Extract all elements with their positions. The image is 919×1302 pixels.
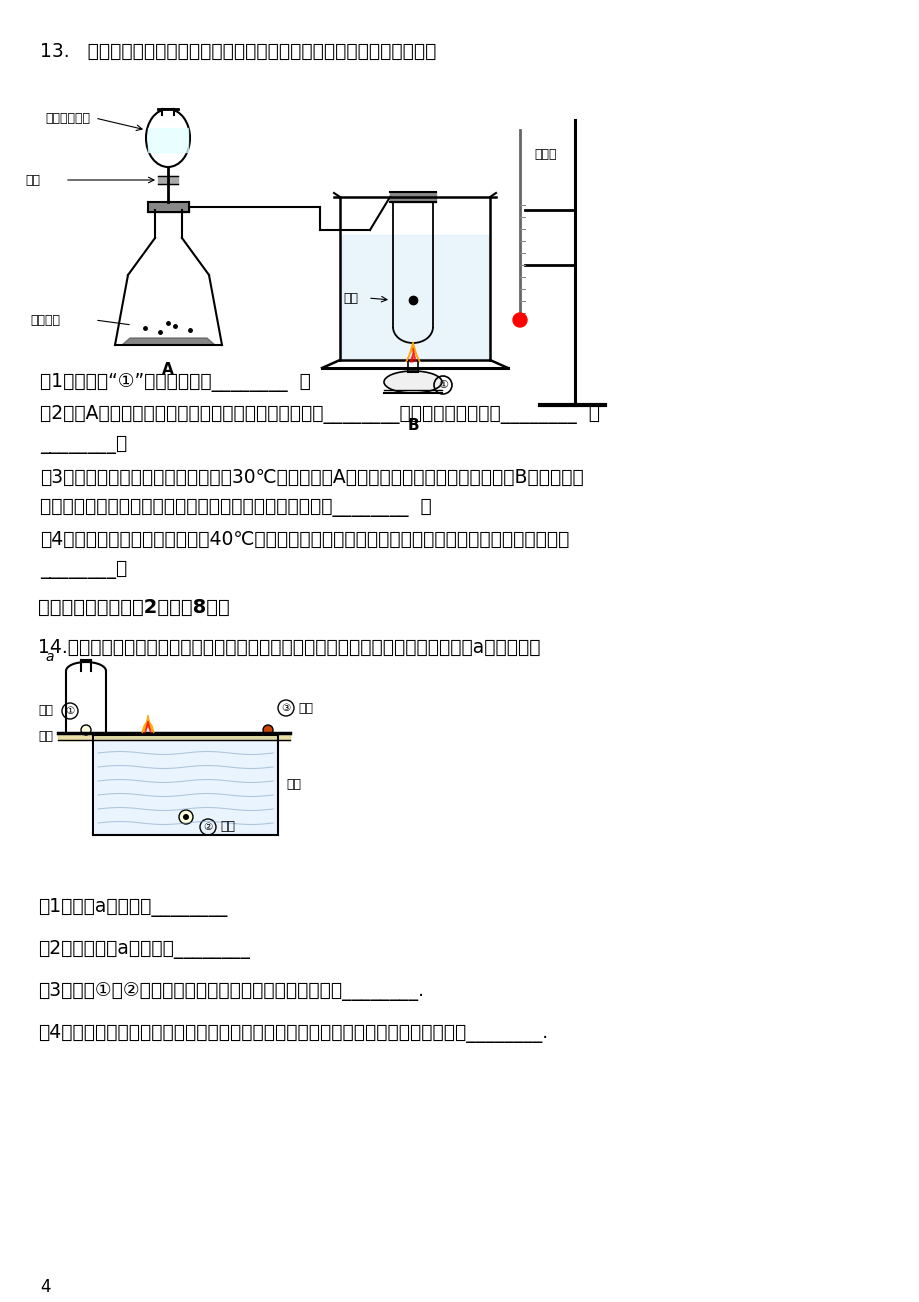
Text: 三、实验探究题（共2题；共8分）: 三、实验探究题（共2题；共8分） <box>38 598 230 617</box>
Polygon shape <box>410 348 415 362</box>
Text: （2）罩上仪器a的作用是________: （2）罩上仪器a的作用是________ <box>38 940 250 960</box>
Polygon shape <box>148 202 188 212</box>
Text: 14.某老师在（燃烧的条件）教学中，改进了教材中的实验．如图所示，在铜片上仪器a，请回答；: 14.某老师在（燃烧的条件）教学中，改进了教材中的实验．如图所示，在铜片上仪器a… <box>38 638 540 658</box>
Polygon shape <box>390 191 436 202</box>
Text: 铜片: 铜片 <box>38 729 53 742</box>
Text: a: a <box>45 650 54 664</box>
Text: ①: ① <box>437 380 448 391</box>
Text: 红磷: 红磷 <box>298 702 312 715</box>
Polygon shape <box>158 176 177 184</box>
Text: ①: ① <box>65 706 74 716</box>
Text: 白磷: 白磷 <box>38 704 53 717</box>
Polygon shape <box>145 721 151 733</box>
Circle shape <box>263 725 273 736</box>
Text: A: A <box>162 362 174 378</box>
Text: ②: ② <box>203 822 212 832</box>
Polygon shape <box>58 733 289 740</box>
Text: ③: ③ <box>281 703 290 713</box>
Ellipse shape <box>383 371 441 393</box>
Text: 试管中有气泡均匀逸出，白磷未燃烧，白磷未燃烧的原因是________  。: 试管中有气泡均匀逸出，白磷未燃烧，白磷未燃烧的原因是________ 。 <box>40 497 431 517</box>
Text: 13.   某学校化学学习小组同学设计出下图所示装置，并进行白磷燃烧实验。: 13. 某学校化学学习小组同学设计出下图所示装置，并进行白磷燃烧实验。 <box>40 42 436 61</box>
Text: （3）当烧杯内的水受热，温度计显示30℃时，打开图A中分液漏斗的玻璃塞和活塞，在图B中盛有水的: （3）当烧杯内的水受热，温度计显示30℃时，打开图A中分液漏斗的玻璃塞和活塞，在… <box>40 467 584 487</box>
Text: （1）图中标“①”的仪器名称是________  。: （1）图中标“①”的仪器名称是________ 。 <box>40 372 311 392</box>
Text: 过氧化氢溶液: 过氧化氢溶液 <box>45 112 90 125</box>
Circle shape <box>183 814 188 820</box>
Text: 4: 4 <box>40 1279 51 1295</box>
Text: 热水: 热水 <box>286 779 301 792</box>
Text: ________。: ________。 <box>40 435 127 454</box>
Text: （3）对照①和②，能够获得可燃物燃烧需要的条件之一是________.: （3）对照①和②，能够获得可燃物燃烧需要的条件之一是________. <box>38 982 424 1001</box>
Text: （4）随着水温升高，温度计显示40℃时，再次打开活塞，白磷在水里燃烧。白磷燃烧的化学方程式为: （4）随着水温升高，温度计显示40℃时，再次打开活塞，白磷在水里燃烧。白磷燃烧的… <box>40 530 569 549</box>
Polygon shape <box>122 339 215 345</box>
Text: B: B <box>407 418 418 434</box>
Circle shape <box>81 725 91 736</box>
Text: 白磷: 白磷 <box>343 292 357 305</box>
Circle shape <box>179 810 193 824</box>
Polygon shape <box>405 342 420 362</box>
Text: 温度计: 温度计 <box>533 148 556 161</box>
Polygon shape <box>142 715 153 733</box>
Text: 白磷: 白磷 <box>220 820 234 833</box>
Text: （4）课后，小明查阅《化学实验手册》获知：切割白磷时，应在水下进行，其原因是________.: （4）课后，小明查阅《化学实验手册》获知：切割白磷时，应在水下进行，其原因是__… <box>38 1023 548 1043</box>
Circle shape <box>513 312 527 327</box>
Text: （1）仪器a的名称是________: （1）仪器a的名称是________ <box>38 898 227 917</box>
Text: 活塞: 活塞 <box>25 173 40 186</box>
Text: （2）图A可用于实验室制氧气，其反应的化学方程式为________，氧气的收集方法是________  或: （2）图A可用于实验室制氧气，其反应的化学方程式为________，氧气的收集方… <box>40 405 599 424</box>
Text: 二氧化锰: 二氧化锰 <box>30 314 60 327</box>
Text: ________。: ________。 <box>40 560 127 579</box>
